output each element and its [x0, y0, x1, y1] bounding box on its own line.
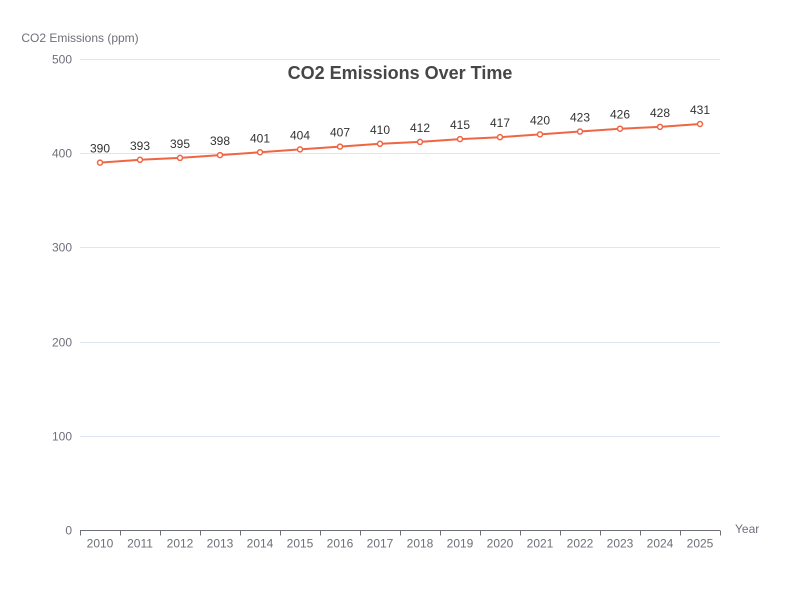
data-point[interactable]	[256, 149, 264, 156]
series-layer	[96, 120, 704, 166]
y-tick-label: 200	[52, 336, 72, 350]
x-tick-label: 2020	[487, 537, 514, 551]
data-label: 428	[650, 106, 670, 120]
y-tick-label: 0	[65, 524, 72, 538]
x-tick-label: 2024	[647, 537, 674, 551]
data-label: 415	[450, 118, 470, 132]
data-label: 423	[570, 111, 590, 125]
data-point[interactable]	[336, 143, 344, 150]
data-point[interactable]	[136, 156, 144, 164]
data-point[interactable]	[576, 128, 584, 135]
data-label: 404	[290, 128, 310, 142]
data-point[interactable]	[656, 123, 664, 131]
data-label: 410	[370, 123, 390, 137]
y-tick-label: 500	[52, 53, 72, 67]
chart-title: CO2 Emissions Over Time	[288, 63, 513, 83]
data-point[interactable]	[456, 135, 464, 143]
y-tick-label: 300	[52, 241, 72, 255]
data-point[interactable]	[296, 146, 304, 153]
y-tick-label: 100	[52, 430, 72, 444]
data-point[interactable]	[616, 125, 624, 132]
x-tick-label: 2012	[167, 537, 194, 551]
y-axis-title: CO2 Emissions (ppm)	[21, 31, 138, 45]
x-tick-label: 2016	[327, 537, 354, 551]
data-label: 401	[250, 131, 270, 145]
x-tick-label: 2017	[367, 537, 394, 551]
x-axis-title: Year	[735, 522, 759, 536]
x-tick-label: 2011	[127, 537, 153, 551]
grid-layer	[80, 59, 720, 437]
data-label: 412	[410, 121, 430, 135]
data-label: 407	[330, 126, 350, 140]
x-tick-label: 2010	[87, 537, 114, 551]
x-tick-label: 2021	[527, 537, 554, 551]
x-tick-label: 2015	[287, 537, 314, 551]
label-layer: 390 393 395 398 401 404 407 410 412 415 417 420 423 4…	[90, 103, 710, 156]
y-tick-label: 400	[52, 147, 72, 161]
data-label: 420	[530, 113, 550, 127]
data-label: 395	[170, 137, 190, 151]
axis-layer: 0 100 200 300 400 500 2010 2011 2012 2013 2014 2015…	[52, 53, 721, 551]
data-label: 393	[130, 139, 150, 153]
data-point[interactable]	[96, 159, 104, 166]
data-point[interactable]	[376, 140, 384, 148]
x-tick-label: 2022	[567, 537, 594, 551]
data-label: 417	[490, 116, 510, 130]
data-point[interactable]	[176, 154, 184, 162]
data-point[interactable]	[416, 138, 424, 146]
x-tick-label: 2018	[407, 537, 434, 551]
data-point[interactable]	[216, 151, 224, 159]
x-tick-label: 2023	[607, 537, 634, 551]
x-tick-label: 2014	[247, 537, 274, 551]
data-point[interactable]	[696, 120, 704, 128]
data-label: 431	[690, 103, 710, 117]
x-tick-label: 2019	[447, 537, 474, 551]
x-tick-label: 2025	[687, 537, 714, 551]
data-label: 426	[610, 108, 630, 122]
data-point[interactable]	[496, 133, 504, 141]
x-tick-label: 2013	[207, 537, 234, 551]
data-point[interactable]	[536, 131, 544, 138]
data-label: 398	[210, 134, 230, 148]
data-label: 390	[90, 142, 110, 156]
series-line	[99, 123, 701, 164]
